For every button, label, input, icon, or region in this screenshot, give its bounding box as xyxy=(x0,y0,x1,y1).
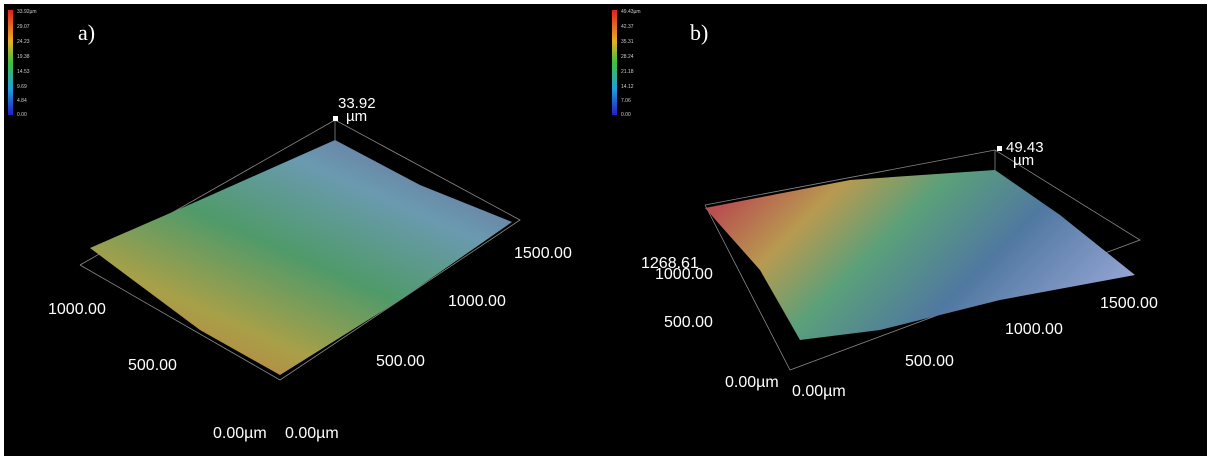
colorbar-label: 0.00 xyxy=(17,112,27,118)
z-max: 33.92 xyxy=(338,95,376,112)
panel-label: b) xyxy=(690,20,708,45)
axis-label: 1000.00 xyxy=(48,301,106,318)
bounding-box xyxy=(79,119,521,381)
colorbar-label: 42.37 xyxy=(621,24,634,30)
axis-label: 1000.00 xyxy=(1005,321,1063,338)
colorbar-label: 4.84 xyxy=(17,98,27,104)
colorbar-label: 33.92µm xyxy=(17,9,37,15)
colorbar-label: 35.31 xyxy=(621,39,634,45)
axis-label: 1500.00 xyxy=(1100,295,1158,312)
axis-label: 0.00µm xyxy=(725,374,779,391)
surface xyxy=(90,140,512,375)
axis-label: 500.00 xyxy=(376,353,425,370)
z-max: 49.43 xyxy=(1006,139,1044,156)
colorbar-label: 24.23 xyxy=(17,39,30,45)
surface xyxy=(705,170,1135,340)
axis-label: 1268.61 xyxy=(641,255,699,272)
colorbar-label: 14.53 xyxy=(17,69,30,75)
z-unit: µm xyxy=(346,108,367,125)
axis-label: 0.00µm xyxy=(285,425,339,442)
colorbar-label: 9.69 xyxy=(17,84,27,90)
colorbar-label: 7.06 xyxy=(621,98,631,104)
axis-label: 1000.00 xyxy=(448,293,506,310)
colorbar-label: 21.18 xyxy=(621,69,634,75)
bounding-box xyxy=(704,149,1141,371)
panel-b: 49.43µm 42.37 35.31 28.24 21.18 14.12 7.… xyxy=(612,9,1158,400)
panel-a: 33.92µm 29.07 24.23 19.38 14.53 9.69 4.8… xyxy=(8,9,572,442)
axis-label: 500.00 xyxy=(128,357,177,374)
colorbar-label: 0.00 xyxy=(621,112,631,118)
marker xyxy=(997,146,1002,151)
colorbar-label: 28.24 xyxy=(621,54,634,60)
colorbar-label: 19.38 xyxy=(17,54,30,60)
axis-label: 1000.00 xyxy=(655,266,713,283)
colorbar xyxy=(8,10,13,115)
colorbar-label: 49.43µm xyxy=(621,9,641,15)
colorbar xyxy=(612,10,617,115)
colorbar-label: 29.07 xyxy=(17,24,30,30)
axis-label: 1500.00 xyxy=(514,245,572,262)
axis-label: 500.00 xyxy=(905,353,954,370)
axis-label: 500.00 xyxy=(664,314,713,331)
panel-label: a) xyxy=(78,20,95,45)
axis-label: 0.00µm xyxy=(792,383,846,400)
colorbar-label: 14.12 xyxy=(621,84,634,90)
marker xyxy=(333,116,338,121)
z-unit: µm xyxy=(1013,152,1034,169)
axis-label: 0.00µm xyxy=(213,425,267,442)
